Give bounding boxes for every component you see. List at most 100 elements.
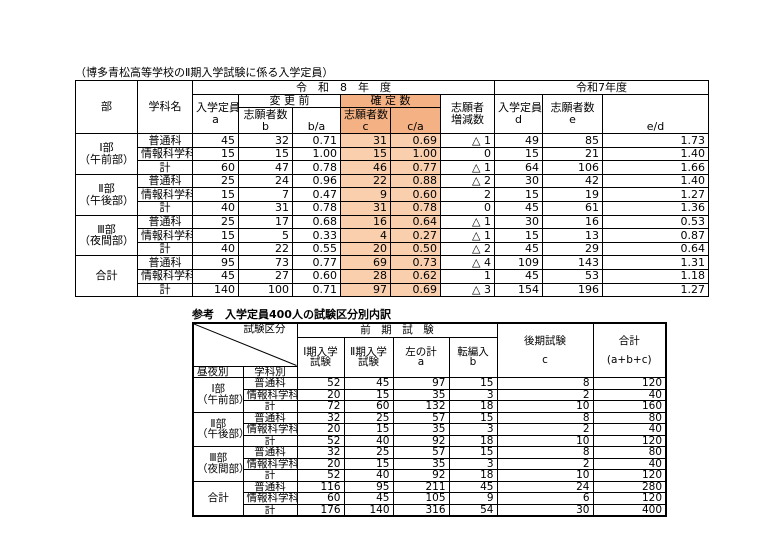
data-row: 計 52 40 92 18 10 120 <box>193 434 667 447</box>
header-cell: b/a <box>292 107 341 134</box>
value-cell: 132 <box>392 400 450 413</box>
text-line: Ⅰ期入学 <box>303 345 338 358</box>
value-cell: 2 <box>496 423 594 436</box>
data-row: 情報科学科 15 5 0.33 4 0.27 △ 1 15 13 0.87 <box>76 228 710 243</box>
value-cell: 15 <box>340 146 391 162</box>
value-cell: 19 <box>542 187 603 202</box>
value-cell: 72 <box>296 400 345 413</box>
value-cell: 35 <box>392 423 450 436</box>
value-cell: 52 <box>296 469 345 482</box>
data-row: 計 52 40 92 18 10 120 <box>193 469 667 482</box>
data-row: 合計 普通科 116 95 211 45 24 280 <box>192 480 667 517</box>
value-cell: 31 <box>238 200 293 216</box>
header-cell: 前 期 試 験 <box>296 322 498 338</box>
text-line: Ⅰ部 <box>99 141 114 155</box>
value-cell: 400 <box>592 503 667 517</box>
diagonal-cell: 試験区分 <box>192 322 298 367</box>
value-cell: 1.18 <box>601 268 710 284</box>
value-cell: 15 <box>494 187 543 202</box>
data-row: 計 72 60 132 18 10 160 <box>193 400 667 413</box>
value-cell: 15 <box>343 423 394 436</box>
header-cell: 左の計 a <box>392 336 450 378</box>
value-cell: 0.69 <box>390 133 441 148</box>
course-name: 計 <box>137 282 193 298</box>
course-name: 計 <box>242 469 298 482</box>
text-line: （夜間部） <box>79 234 134 248</box>
header-row: 部学科名令 和 8 年 度令和7年度 <box>75 80 710 134</box>
course-name: 普通科 <box>137 214 193 230</box>
value-cell: 0.96 <box>292 173 341 189</box>
value-cell: △ 3 <box>440 282 495 298</box>
header-cell: 入学定員 d <box>494 94 543 134</box>
value-cell: 105 <box>392 492 450 505</box>
header-cell: 合計 (a+b+c) <box>592 322 667 378</box>
value-cell: 46 <box>340 160 391 175</box>
text-line: 増減数 <box>451 113 484 126</box>
value-cell: 120 <box>592 434 667 447</box>
value-cell: 97 <box>392 377 450 390</box>
value-cell: 15 <box>192 228 239 243</box>
value-cell: 32 <box>238 133 293 148</box>
value-cell: 120 <box>592 377 667 390</box>
value-cell: 49 <box>494 133 543 148</box>
value-cell: 40 <box>592 423 667 436</box>
value-cell: 15 <box>192 146 239 162</box>
value-cell: 24 <box>496 480 594 493</box>
value-cell: 8 <box>496 446 594 459</box>
text-line: a <box>417 356 425 369</box>
header-row: 昼夜別 学科別 <box>192 365 666 378</box>
course-name: 計 <box>137 160 193 175</box>
text-line: 合計 <box>207 492 229 504</box>
value-cell: 10 <box>496 434 594 447</box>
value-cell: 211 <box>392 480 450 493</box>
value-cell: 0.71 <box>292 133 341 148</box>
text-line: e <box>569 113 576 126</box>
value-cell: 13 <box>542 228 603 243</box>
course-name: 普通科 <box>242 480 298 493</box>
header-row: Ⅰ期入学 試験 Ⅱ期入学 試験 左の計 a 転編入 b <box>193 336 666 378</box>
text-line: （午後部） <box>197 428 242 441</box>
value-cell: 45 <box>192 133 239 148</box>
value-cell: 16 <box>340 214 391 230</box>
course-name: 情報科学科 <box>137 228 193 243</box>
diagonal-line <box>194 324 297 366</box>
group-label: Ⅲ部（夜間部） <box>192 446 244 482</box>
text-line: Ⅱ部 <box>98 182 115 196</box>
value-cell: 280 <box>592 480 667 493</box>
header-row: 入学定員 a 変 更 前確 定 数志願者 増減数 入学定員 d 志願者数 e e/d <box>76 94 710 134</box>
text-line: b <box>262 119 269 133</box>
text-line: b <box>469 356 477 369</box>
value-cell: 25 <box>192 173 239 189</box>
course-name: 情報科学科 <box>242 492 298 505</box>
value-cell: 15 <box>448 446 498 459</box>
value-cell: 47 <box>238 160 293 175</box>
value-cell: 160 <box>592 400 667 413</box>
course-name: 普通科 <box>242 377 298 390</box>
value-cell: △ 1 <box>440 214 495 230</box>
text-line: 後期試験 <box>524 334 566 347</box>
data-row: 情報科学科 15 7 0.47 9 0.60 2 15 19 1.27 <box>76 187 710 202</box>
group-label: Ⅰ部（午前部） <box>192 377 244 413</box>
value-cell: △ 2 <box>440 173 495 189</box>
value-cell: 2 <box>496 388 594 401</box>
value-cell: 25 <box>343 411 394 424</box>
value-cell: 95 <box>192 255 239 270</box>
value-cell: 28 <box>340 268 391 284</box>
value-cell: 30 <box>494 173 543 189</box>
value-cell: 45 <box>494 200 543 216</box>
value-cell: 5 <box>238 228 293 243</box>
text-line: Ⅲ部 <box>209 452 228 465</box>
value-cell: 57 <box>392 446 450 459</box>
value-cell: 22 <box>238 241 293 257</box>
value-cell: 40 <box>192 200 239 216</box>
group-label: Ⅱ部（午後部） <box>75 173 138 216</box>
header-cell: 学科別 <box>242 365 298 378</box>
header-cell: 学科名 <box>137 80 193 134</box>
course-name: 普通科 <box>242 411 298 424</box>
value-cell: △ 2 <box>440 241 495 257</box>
course-name: 計 <box>242 503 298 517</box>
value-cell: 0.62 <box>390 268 441 284</box>
value-cell: 45 <box>343 492 394 505</box>
